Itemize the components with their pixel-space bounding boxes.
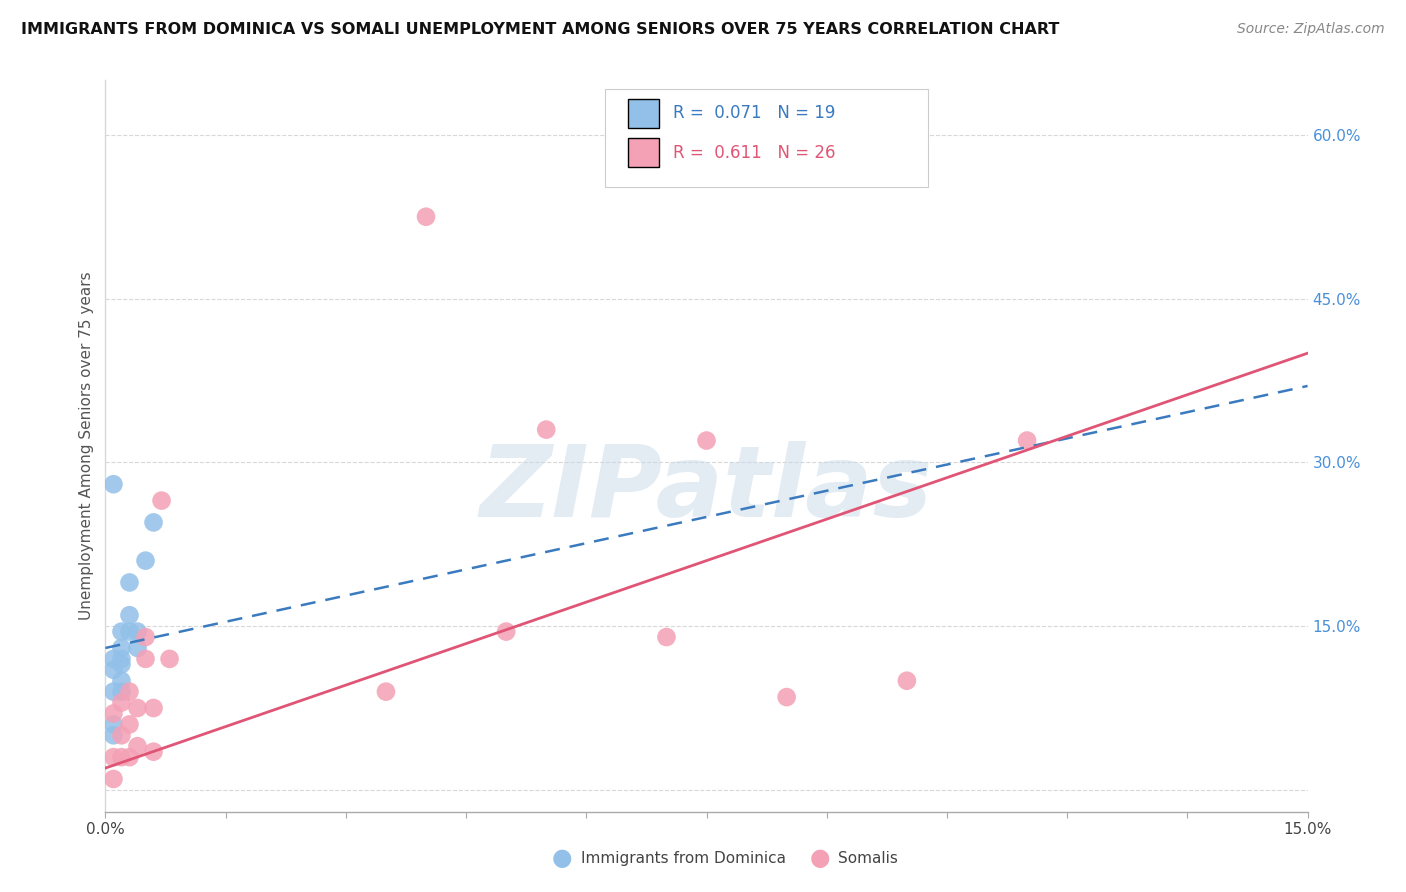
Point xyxy=(103,477,125,491)
Point xyxy=(142,701,165,715)
Text: Immigrants from Dominica: Immigrants from Dominica xyxy=(581,851,786,865)
Point xyxy=(127,739,149,754)
Point xyxy=(127,624,149,639)
Point xyxy=(374,684,398,698)
Point xyxy=(103,717,125,731)
Point xyxy=(896,673,918,688)
Point xyxy=(142,516,165,530)
Point xyxy=(110,684,132,698)
Text: IMMIGRANTS FROM DOMINICA VS SOMALI UNEMPLOYMENT AMONG SENIORS OVER 75 YEARS CORR: IMMIGRANTS FROM DOMINICA VS SOMALI UNEMP… xyxy=(21,22,1060,37)
Point xyxy=(776,690,799,704)
Point xyxy=(495,624,517,639)
Point xyxy=(103,750,125,764)
Point xyxy=(103,772,125,786)
Point xyxy=(118,684,141,698)
Point xyxy=(127,701,149,715)
Point xyxy=(118,624,141,639)
Point xyxy=(110,673,132,688)
Point xyxy=(127,640,149,655)
Y-axis label: Unemployment Among Seniors over 75 years: Unemployment Among Seniors over 75 years xyxy=(79,272,94,620)
Point xyxy=(110,696,132,710)
Text: R =  0.611   N = 26: R = 0.611 N = 26 xyxy=(673,144,837,161)
Point xyxy=(150,493,173,508)
Point xyxy=(118,717,141,731)
Text: Source: ZipAtlas.com: Source: ZipAtlas.com xyxy=(1237,22,1385,37)
Point xyxy=(696,434,718,448)
Point xyxy=(110,728,132,742)
Point xyxy=(103,684,125,698)
Point xyxy=(103,706,125,721)
Point xyxy=(534,423,557,437)
Point xyxy=(118,608,141,623)
Point xyxy=(142,745,165,759)
Point xyxy=(118,575,141,590)
Point xyxy=(118,750,141,764)
Point xyxy=(110,624,132,639)
Point xyxy=(1017,434,1039,448)
Point xyxy=(135,630,157,644)
Point xyxy=(135,652,157,666)
Point xyxy=(103,663,125,677)
Text: ●: ● xyxy=(810,847,830,870)
Text: R =  0.071   N = 19: R = 0.071 N = 19 xyxy=(673,104,835,122)
Point xyxy=(415,210,437,224)
Point xyxy=(103,728,125,742)
Point xyxy=(159,652,181,666)
Point xyxy=(655,630,678,644)
Point xyxy=(110,640,132,655)
Point xyxy=(110,657,132,672)
Point xyxy=(135,554,157,568)
Text: ●: ● xyxy=(553,847,572,870)
Point xyxy=(110,750,132,764)
Text: Somalis: Somalis xyxy=(838,851,898,865)
Text: ZIPatlas: ZIPatlas xyxy=(479,442,934,539)
Point xyxy=(103,652,125,666)
Point xyxy=(110,652,132,666)
